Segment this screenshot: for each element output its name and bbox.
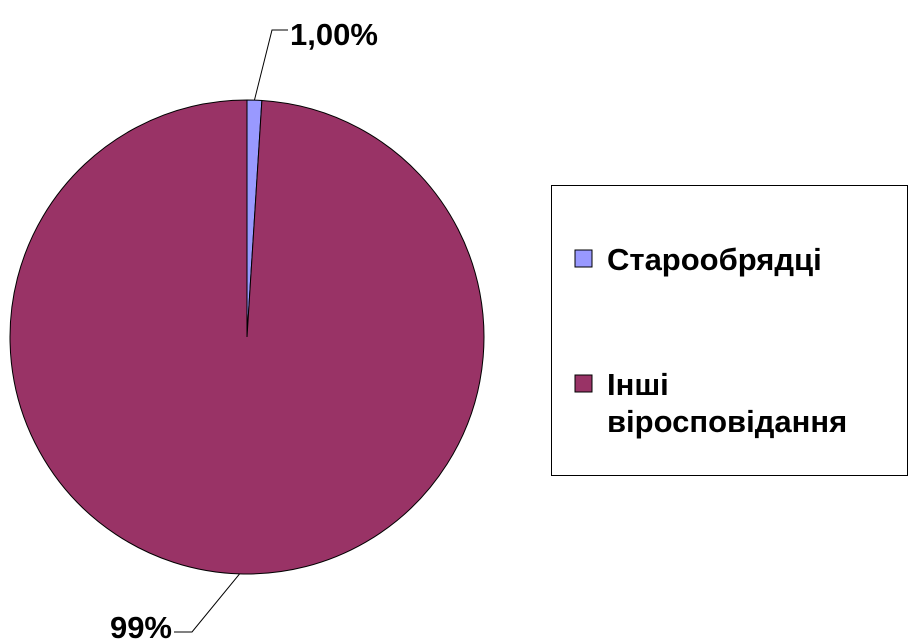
data-label: 99%	[110, 610, 172, 643]
legend-swatch	[574, 374, 593, 393]
legend-label: Старообрядці	[607, 242, 822, 277]
leader-line	[253, 29, 288, 101]
legend-label: Інші віросповідання	[607, 367, 847, 439]
legend-swatch	[574, 249, 593, 268]
data-label: 1,00%	[290, 17, 378, 52]
pie-slice	[9, 99, 485, 575]
leader-line	[174, 573, 240, 633]
legend-box	[551, 185, 908, 476]
